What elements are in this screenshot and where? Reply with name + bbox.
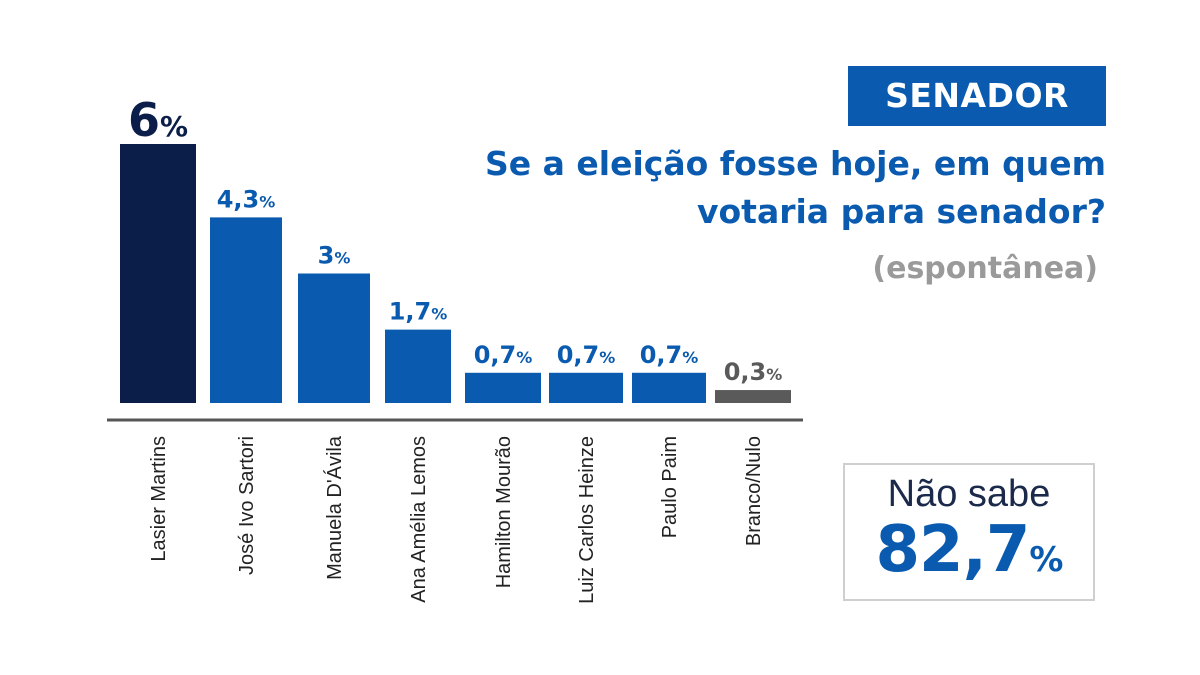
category-label-3: Manuela D'Ávila: [323, 435, 346, 580]
category-label-6: Luiz Carlos Heinze: [576, 436, 598, 604]
bar-2: [210, 217, 282, 403]
office-badge: SENADOR: [848, 66, 1106, 126]
value-label-4: 1,7%: [389, 298, 448, 326]
bar-1: [120, 144, 196, 403]
dont-know-box: Não sabe 82,7%: [843, 463, 1095, 601]
value-label-3: 3%: [318, 242, 351, 270]
bar-3: [298, 273, 370, 403]
dont-know-value: 82,7%: [845, 513, 1093, 587]
bar-4: [385, 329, 451, 403]
value-label-2: 4,3%: [217, 185, 276, 213]
category-label-2: José Ivo Sartori: [236, 436, 258, 575]
survey-question: Se a eleição fosse hoje, em quem votaria…: [485, 144, 1106, 231]
value-label-7: 0,7%: [640, 341, 699, 369]
value-label-6: 0,7%: [557, 341, 616, 369]
category-label-8: Branco/Nulo: [743, 436, 765, 546]
value-label-8: 0,3%: [724, 358, 783, 386]
bar-7: [632, 372, 706, 403]
bar-6: [549, 372, 623, 403]
bar-8: [715, 390, 791, 403]
category-label-5: Hamilton Mourão: [493, 436, 515, 588]
value-label-5: 0,7%: [474, 341, 533, 369]
dont-know-unit: %: [1029, 540, 1063, 580]
category-label-1: Lasier Martins: [148, 436, 170, 562]
value-labels-group: 6% 4,3% 3% 1,7% 0,7% 0,7% 0,7% 0,3%: [128, 93, 782, 386]
value-label-1: 6%: [128, 93, 188, 147]
category-label-7: Paulo Paim: [659, 436, 681, 538]
category-label-4: Ana Amélia Lemos: [408, 436, 430, 603]
bar-5: [465, 372, 541, 403]
dont-know-label: Não sabe: [887, 473, 1051, 515]
survey-note: (espontânea): [872, 251, 1098, 286]
dont-know-number: 82,7: [875, 513, 1031, 587]
category-labels-group: Lasier Martins José Ivo Sartori Manuela D'…: [148, 435, 765, 604]
bars-group: [120, 144, 791, 403]
